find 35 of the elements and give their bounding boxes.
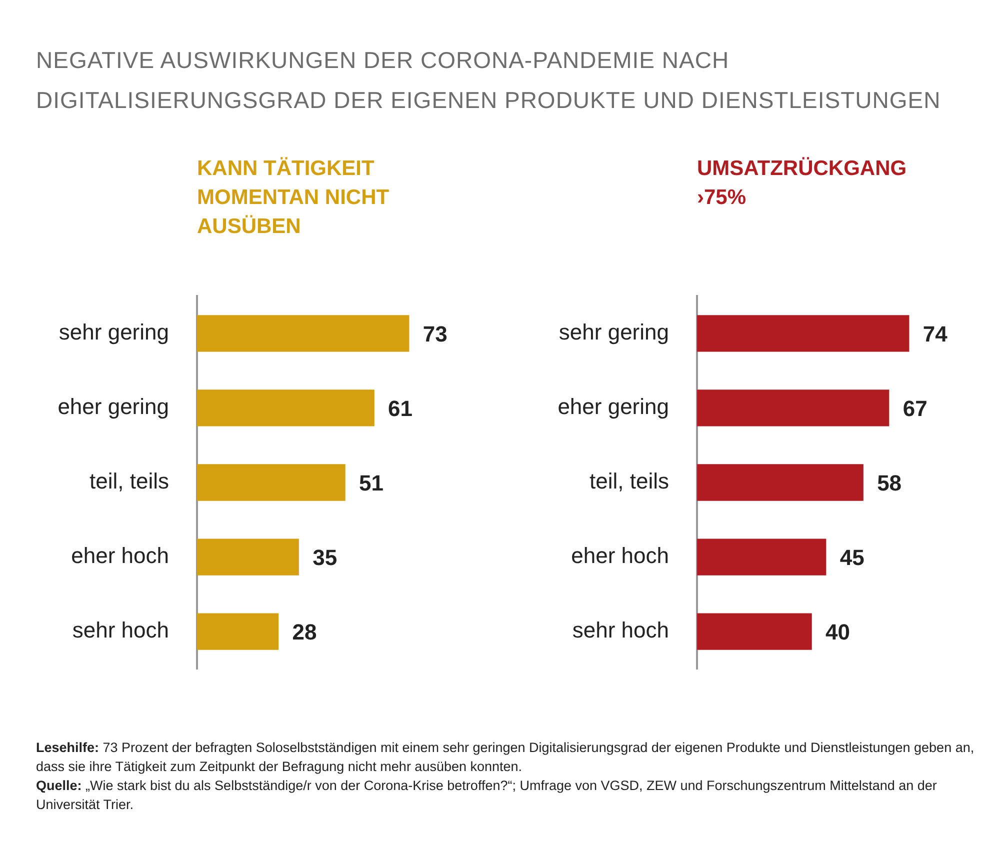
y-tick-label: eher gering: [558, 394, 669, 420]
bar: [697, 538, 826, 576]
bar: [697, 390, 890, 426]
y-tick-label: sehr gering: [58, 320, 169, 345]
bar: [697, 315, 910, 352]
y-tick-label: eher hoch: [571, 543, 669, 568]
data-label: 67: [902, 396, 928, 422]
y-tick-label: sehr hoch: [72, 618, 169, 643]
data-label: 51: [359, 470, 384, 496]
data-label: 73: [422, 322, 448, 347]
bar: [197, 315, 410, 352]
bar: [697, 613, 812, 650]
y-tick-label: eher gering: [58, 394, 169, 420]
data-label: 35: [312, 545, 338, 570]
bar: [197, 390, 374, 426]
bar: [197, 613, 279, 650]
bar: [697, 464, 864, 501]
y-tick-label: teil, teils: [590, 468, 669, 494]
source-note: Quelle: „Wie stark bist du als Selbstständige/r von der Corona-Krise betroffen?“; Umfrage von VGSD, ZEW und Forschungszentrum Mittelstand an der Universität Trier.: [36, 777, 938, 814]
data-label: 45: [840, 545, 864, 570]
data-label: 61: [388, 396, 413, 422]
chart-subtitle: KANN TÄTIGKEIT MOMENTAN NICHT AUSÜBEN: [197, 156, 390, 240]
bar: [197, 464, 346, 501]
data-label: 58: [877, 470, 902, 496]
data-label: 40: [826, 620, 850, 645]
text: Lesehilfe: 73 Prozent der befragten Soloselbstständigen mit einem sehr geringen Digitalisierungsgrad der eigenen Produkte und Dienstleistungen geben an, dass sie ihre Tätigkeit zum Zeitpunkt der Befragung nicht mehr ausüben konnten.: [36, 739, 976, 776]
data-label: 28: [292, 620, 317, 645]
data-label: 74: [922, 322, 948, 347]
chart-subtitle: UMSATZRÜCKGANG ›75%: [697, 156, 908, 211]
text: NEGATIVE AUSWIRKUNGEN DER CORONA-PANDEMIE NACH DIGITALISIERUNGSGRAD DER EIGENEN PRODUKTE UND DIENSTLEISTUNGEN: [36, 46, 942, 115]
y-tick-label: teil, teils: [90, 468, 169, 494]
y-tick-label: sehr gering: [558, 320, 669, 345]
y-tick-label: sehr hoch: [572, 618, 669, 643]
bar: [197, 538, 299, 576]
y-tick-label: eher hoch: [71, 543, 169, 568]
